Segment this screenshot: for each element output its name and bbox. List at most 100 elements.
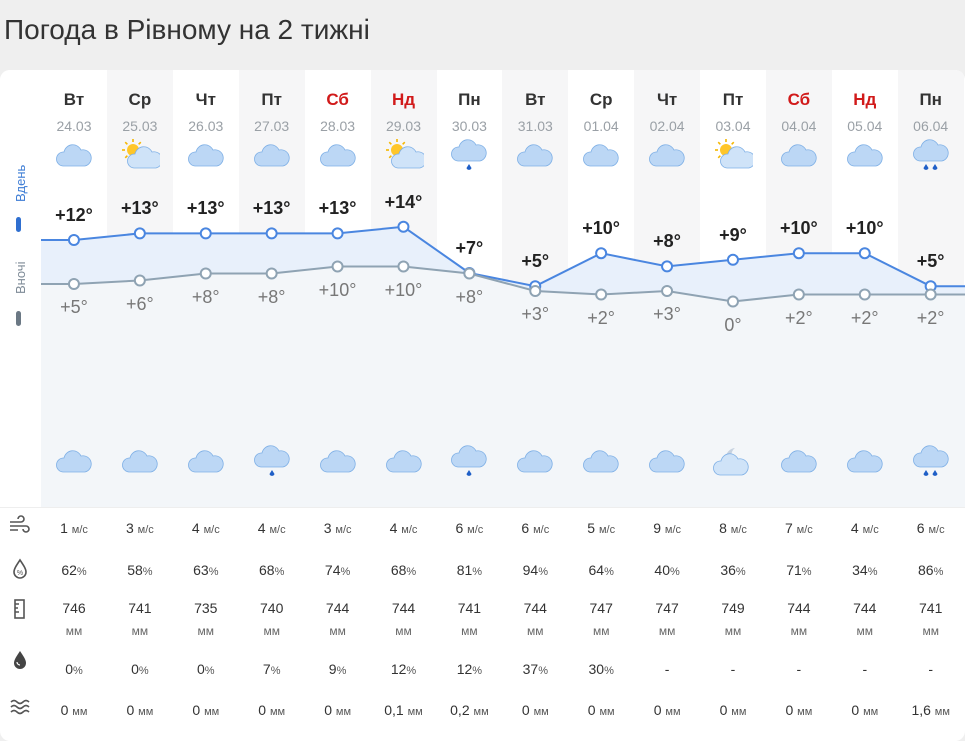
day-name[interactable]: Сб <box>326 90 349 109</box>
day-temperature-point <box>726 253 739 266</box>
night-temperature-point <box>792 288 805 301</box>
precipitation-amount: 0,2 мм <box>450 702 489 718</box>
precipitation-probability: 12% <box>456 661 483 677</box>
day-name[interactable]: Пт <box>722 90 744 109</box>
humidity-icon: % <box>8 557 32 581</box>
day-name[interactable]: Нд <box>853 90 877 109</box>
pressure-unit: мм <box>65 624 83 638</box>
precipitation-amount: 0 мм <box>324 702 351 718</box>
precipitation-amount-icon <box>8 695 32 719</box>
day-name[interactable]: Ср <box>128 90 152 109</box>
cloud-icon <box>54 444 94 478</box>
pressure-value: 747 <box>655 600 679 616</box>
day-temperature-label: +13° <box>120 198 159 219</box>
day-temperature-label: +7° <box>455 238 484 258</box>
day-name[interactable]: Чт <box>195 90 216 109</box>
heavy-rain-cloud-icon <box>911 444 951 478</box>
night-temperature-point <box>265 267 278 280</box>
day-name[interactable]: Нд <box>391 90 416 109</box>
pressure-unit: мм <box>527 624 544 638</box>
precipitation-amount: 0 мм <box>192 702 220 718</box>
precipitation-amount: 0 мм <box>653 702 681 718</box>
rain-cloud-icon <box>449 138 489 172</box>
day-temperature-label: +10° <box>582 218 620 239</box>
night-temperature-label: +10° <box>384 279 423 300</box>
cloud-icon <box>581 138 621 172</box>
night-temperature-label: +5° <box>60 297 88 317</box>
day-name[interactable]: Ср <box>589 90 613 109</box>
precipitation-probability: - <box>928 661 934 677</box>
heavy-rain-cloud-icon <box>911 138 951 172</box>
sun-cloud-icon <box>120 138 163 172</box>
pressure-value: 744 <box>853 600 877 616</box>
night-temperature-point <box>726 295 739 308</box>
wind-speed: 6 м/с <box>521 520 550 536</box>
pressure-value: 741 <box>128 600 152 616</box>
day-name[interactable]: Вт <box>63 90 85 109</box>
day-name[interactable]: Пт <box>261 90 282 109</box>
humidity-value: 63% <box>193 562 219 578</box>
day-temperature-point <box>661 260 674 273</box>
day-temperature-point <box>858 247 871 260</box>
night-temperature-label: +2° <box>784 307 813 328</box>
wind-speed: 3 м/с <box>125 520 154 536</box>
pressure-value: 741 <box>457 600 482 616</box>
humidity-value: 34% <box>852 562 878 578</box>
day-temperature-point <box>133 227 146 240</box>
rain-cloud-icon <box>252 444 292 478</box>
pressure-value: 744 <box>325 600 350 616</box>
day-name[interactable]: Сб <box>787 90 811 109</box>
pressure-unit: мм <box>329 624 346 638</box>
day-temperature-point <box>595 247 608 260</box>
day-name[interactable]: Пн <box>919 90 942 109</box>
pressure-unit: мм <box>856 624 874 638</box>
night-temperature-label: +2° <box>587 307 615 328</box>
pressure-value: 744 <box>523 600 547 616</box>
humidity-value: 58% <box>127 562 153 578</box>
day-date: 25.03 <box>122 118 158 134</box>
day-temperature-label: +5° <box>916 251 945 272</box>
pressure-value: 744 <box>391 600 416 616</box>
cloud-icon <box>318 444 358 478</box>
wind-speed: 4 м/с <box>389 520 418 536</box>
cloud-icon <box>54 138 94 172</box>
day-name[interactable]: Вт <box>525 90 546 109</box>
day-name[interactable]: Пн <box>458 90 481 109</box>
day-date: 31.03 <box>517 118 553 134</box>
cloud-icon <box>581 444 621 478</box>
night-temperature-label: +2° <box>916 307 945 328</box>
day-date: 01.04 <box>583 118 619 134</box>
precipitation-probability-icon <box>8 648 32 672</box>
night-temperature-point <box>858 288 871 301</box>
night-temperature-label: +8° <box>257 286 286 307</box>
pressure-value: 740 <box>260 600 284 616</box>
night-temperature-point <box>397 260 410 273</box>
precipitation-amount: 0 мм <box>126 702 154 718</box>
precipitation-amount: 1,6 мм <box>911 702 950 718</box>
pressure-value: 735 <box>194 600 218 616</box>
day-date: 04.04 <box>781 118 817 134</box>
day-date: 28.03 <box>320 118 356 134</box>
cloud-icon <box>779 138 819 172</box>
pressure-unit: мм <box>461 624 478 638</box>
day-temperature-label: +9° <box>719 224 747 245</box>
precipitation-probability: 0% <box>197 661 215 677</box>
day-temperature-label: +10° <box>845 218 884 239</box>
pressure-unit: мм <box>922 624 939 638</box>
pressure-value: 746 <box>62 600 86 616</box>
cloud-icon <box>318 138 358 172</box>
day-temperature-label: +14° <box>384 191 423 212</box>
day-date: 02.04 <box>649 118 685 134</box>
day-date: 05.04 <box>847 118 883 134</box>
day-date: 26.03 <box>188 118 224 134</box>
night-temperature-label: +8° <box>455 286 484 307</box>
cloud-icon <box>384 444 424 478</box>
pressure-value: 747 <box>589 600 613 616</box>
divider <box>0 507 965 508</box>
pressure-value: 749 <box>721 600 745 616</box>
cloud-icon <box>252 138 292 172</box>
day-name[interactable]: Чт <box>656 90 678 109</box>
wind-speed: 4 м/с <box>257 520 286 536</box>
wind-speed: 9 м/с <box>653 520 681 536</box>
humidity-value: 64% <box>588 562 614 578</box>
